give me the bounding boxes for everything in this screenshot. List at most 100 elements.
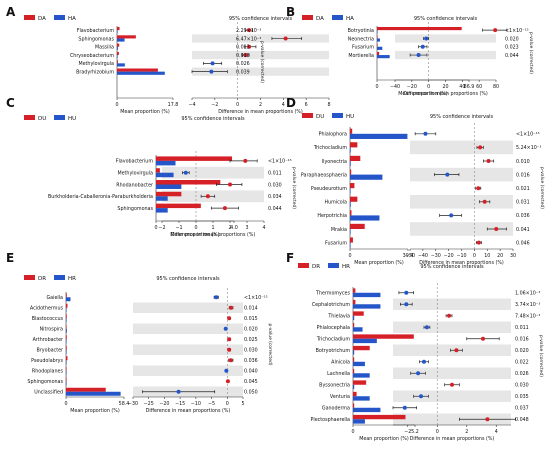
panel-D: D DU HU 95% confidence intervals Phialophora… <box>286 96 545 266</box>
row-stripe <box>395 34 496 43</box>
legend: DR HR <box>24 275 76 282</box>
bar-HU <box>350 242 351 248</box>
diff-point <box>222 206 227 211</box>
bar-DU <box>350 237 353 243</box>
bar-DU <box>156 168 160 173</box>
bar-HR <box>353 327 363 332</box>
bar-HU <box>350 229 351 235</box>
panel-E: E DR HR 95% confidence intervals Gaiella <1×1… <box>6 251 273 414</box>
category-label: Sphingomonas <box>78 36 114 42</box>
right-tick-label: −2 <box>404 429 411 435</box>
bar-DU <box>156 180 221 185</box>
bar-DU <box>350 196 358 202</box>
panel-A: A DA HA 95% confidence intervals Flavobacter… <box>6 5 331 115</box>
bar-HU <box>156 160 176 166</box>
diff-point <box>424 325 429 330</box>
row-stripe <box>393 390 511 402</box>
bar-HA <box>377 55 390 59</box>
ci-title: 95% confidence intervals <box>229 16 293 22</box>
ci-title: 95% confidence intervals <box>181 116 245 122</box>
bar-HR <box>66 297 71 302</box>
category-label: Blastococcus <box>32 316 64 322</box>
bar-DR <box>353 311 364 316</box>
category-label: Sphingomonas <box>117 206 153 212</box>
bar-DU <box>350 223 365 229</box>
category-label: Arthrobacter <box>33 337 63 343</box>
p-value: 0.045 <box>244 379 258 385</box>
diff-point <box>225 379 230 384</box>
category-label: Mortierella <box>348 53 374 59</box>
row-stripe <box>133 323 243 334</box>
p-value: 1.06×10⁻³ <box>515 291 540 297</box>
right-tick-label: 30 <box>510 253 516 259</box>
p-value: 0.037 <box>515 406 529 412</box>
bar-HR <box>353 384 355 390</box>
diff-point <box>243 53 248 58</box>
right-tick-label: −20 <box>444 253 454 259</box>
category-label: Cephalotrichum <box>312 302 350 308</box>
bar-HA <box>117 38 125 42</box>
left-tick-label: 0 <box>375 84 378 90</box>
bar-DR <box>66 356 68 361</box>
right-tick-label: −5 <box>208 401 215 407</box>
right-tick-label: −1 <box>175 225 182 231</box>
left-tick-label: 0 <box>351 429 354 435</box>
legend: DA HA <box>302 15 354 22</box>
bar-HA <box>377 30 378 34</box>
diff-point <box>176 389 181 394</box>
bar-DR <box>353 299 356 305</box>
row-stripe <box>393 321 511 333</box>
bar-HA <box>117 63 125 67</box>
right-tick-label: 0 <box>427 84 430 90</box>
bar-DR <box>353 334 414 339</box>
category-label: Lachnella <box>327 371 350 377</box>
diff-point <box>228 182 232 187</box>
pvalue-axis-label: p-value (corrected) <box>538 335 544 377</box>
category-label: Nitrospira <box>40 327 63 333</box>
diff-point <box>493 28 498 33</box>
category-label: Humicola <box>325 200 348 206</box>
right-tick-label: 8 <box>327 102 330 108</box>
p-value: 0.031 <box>516 200 530 206</box>
p-value: <1×10⁻¹⁵ <box>516 132 540 138</box>
bar-HR <box>353 361 365 367</box>
row-stripe <box>133 302 243 313</box>
row-stripe <box>410 222 513 236</box>
right-tick-label: 4 <box>495 429 498 435</box>
legend-label-DR: DR <box>38 276 46 282</box>
diff-point <box>404 302 409 307</box>
row-stripe <box>192 34 329 43</box>
row-stripe <box>133 344 243 355</box>
legend-swatch-blue-icon <box>54 275 65 280</box>
category-label: Botryotrichum <box>316 348 351 354</box>
p-value: <1×10⁻¹⁵ <box>268 159 292 165</box>
diff-point <box>283 36 288 41</box>
diff-point <box>423 131 428 136</box>
legend-label-DA: DA <box>38 16 46 22</box>
category-label: Methylovirgula <box>117 171 153 177</box>
right-tick-label: 0 <box>236 102 239 108</box>
category-label: Phialophora <box>319 132 347 138</box>
bar-DA <box>377 43 378 47</box>
bar-DR <box>353 288 356 293</box>
bar-HU <box>350 188 351 194</box>
right-tick-label: −15 <box>175 401 185 407</box>
right-tick-label: 5 <box>241 401 244 407</box>
diff-point <box>476 186 481 191</box>
category-label: Flavobacterium <box>77 28 115 34</box>
bar-HU <box>156 208 168 213</box>
category-label: Acidothermus <box>30 306 64 312</box>
right-tick-label: 1 <box>211 225 214 231</box>
p-value: 0.030 <box>244 348 258 354</box>
pvalue-axis-label: p-value (corrected) <box>259 41 265 83</box>
row-stripe <box>410 167 513 182</box>
right-tick-label: 6 <box>305 102 308 108</box>
category-label: Rhodoplanes <box>32 369 64 375</box>
category-label: Venturia <box>330 394 350 400</box>
p-value: 0.013 <box>236 45 250 51</box>
legend-swatch-red-icon <box>24 115 35 120</box>
legend-swatch-red-icon <box>302 15 313 20</box>
diff-point <box>416 371 421 376</box>
bar-DR <box>353 414 406 420</box>
bar-DU <box>350 128 353 134</box>
